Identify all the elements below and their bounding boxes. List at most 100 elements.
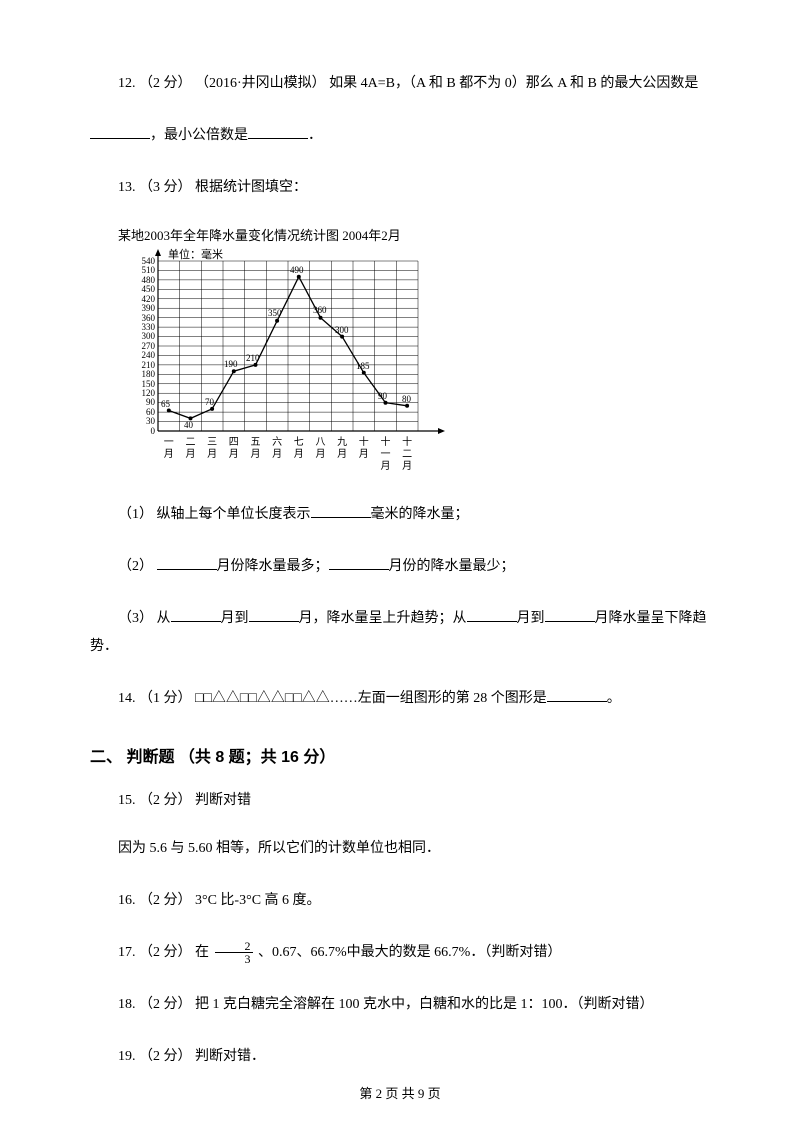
blank xyxy=(171,606,221,622)
svg-text:30: 30 xyxy=(146,416,156,426)
svg-text:十: 十 xyxy=(359,435,369,448)
svg-text:七: 七 xyxy=(294,436,304,448)
question-14: 14. （1 分） □□△△□□△△□□△△……左面一组图形的第 28 个图形是… xyxy=(90,685,710,713)
sub-text: 月份降水量最多； xyxy=(217,559,329,574)
question-18: 18. （2 分） 把 1 克白糖完全溶解在 100 克水中，白糖和水的比是 1… xyxy=(90,991,710,1019)
svg-text:月: 月 xyxy=(186,448,196,460)
blank xyxy=(545,606,595,622)
svg-text:三: 三 xyxy=(207,437,217,448)
svg-text:420: 420 xyxy=(142,294,156,304)
question-12: 12. （2 分） （2016·井冈山模拟） 如果 4A=B，（A 和 B 都不… xyxy=(90,70,710,98)
chart-grid: 0 30 60 90 120 150 180 210 240 270 300 3… xyxy=(142,249,446,472)
question-number: 13. xyxy=(118,180,136,195)
blank xyxy=(547,686,607,702)
question-19: 19. （2 分） 判断对错． xyxy=(90,1043,710,1071)
question-points: （1 分） xyxy=(139,691,192,706)
question-text: 。 xyxy=(607,691,621,706)
q13-sub3: （3） 从月到月，降水量呈上升趋势；从月到月降水量呈下降趋 xyxy=(90,605,710,633)
sub-text: 月降水量呈下降趋 xyxy=(595,611,707,626)
svg-text:90: 90 xyxy=(378,391,388,401)
svg-text:270: 270 xyxy=(142,341,156,351)
svg-text:360: 360 xyxy=(142,313,156,323)
svg-text:150: 150 xyxy=(142,379,156,389)
question-number: 12. xyxy=(118,76,136,91)
chart-title: 某地2003年全年降水量变化情况统计图 2004年2月 xyxy=(118,228,401,243)
svg-text:190: 190 xyxy=(224,359,238,369)
sub-label: （2） xyxy=(118,559,153,574)
question-number: 16. xyxy=(118,893,136,908)
svg-text:185: 185 xyxy=(356,361,370,371)
svg-text:480: 480 xyxy=(142,275,156,285)
svg-text:300: 300 xyxy=(142,331,156,341)
svg-text:210: 210 xyxy=(246,353,260,363)
svg-text:月: 月 xyxy=(316,448,326,460)
svg-text:300: 300 xyxy=(335,325,349,335)
svg-text:八: 八 xyxy=(316,437,326,448)
sub-text: 从 xyxy=(157,611,171,626)
svg-text:350: 350 xyxy=(268,308,282,318)
section-2-title: 二、 判断题 （共 8 题；共 16 分） xyxy=(90,743,710,767)
question-number: 14. xyxy=(118,691,136,706)
blank xyxy=(157,554,217,570)
svg-text:月: 月 xyxy=(359,448,369,460)
svg-text:月: 月 xyxy=(381,460,391,472)
question-points: （2 分） xyxy=(139,893,192,908)
svg-text:540: 540 xyxy=(142,256,156,266)
svg-text:60: 60 xyxy=(146,407,156,417)
chart-container: 某地2003年全年降水量变化情况统计图 2004年2月 单位：毫米 xyxy=(118,226,710,481)
svg-text:月: 月 xyxy=(229,448,239,460)
blank xyxy=(467,606,517,622)
svg-text:240: 240 xyxy=(142,350,156,360)
svg-text:0: 0 xyxy=(151,426,156,436)
svg-text:450: 450 xyxy=(142,284,156,294)
svg-text:月: 月 xyxy=(272,448,282,460)
question-points: （3 分） xyxy=(139,180,192,195)
chart-unit: 单位：毫米 xyxy=(168,247,223,261)
question-17: 17. （2 分） 在 23 、0.67、66.7%中最大的数是 66.7%．（… xyxy=(90,939,710,967)
q13-sub2: （2） 月份降水量最多；月份的降水量最少； xyxy=(90,553,710,581)
svg-text:120: 120 xyxy=(142,388,156,398)
question-text: 把 1 克白糖完全溶解在 100 克水中，白糖和水的比是 1：100．（判断对错… xyxy=(195,997,654,1012)
sub-text: 月到 xyxy=(517,611,545,626)
svg-text:十: 十 xyxy=(402,435,412,448)
blank xyxy=(90,123,150,139)
svg-text:一: 一 xyxy=(164,437,174,448)
svg-text:390: 390 xyxy=(142,303,156,313)
svg-text:九: 九 xyxy=(337,436,347,448)
svg-text:月: 月 xyxy=(207,448,217,460)
question-source: （2016·井冈山模拟） xyxy=(195,76,326,91)
question-points: （2 分） xyxy=(139,1049,192,1064)
svg-text:四: 四 xyxy=(229,437,239,448)
blank xyxy=(249,606,299,622)
svg-text:月: 月 xyxy=(402,460,412,472)
svg-text:月: 月 xyxy=(164,448,174,460)
svg-text:180: 180 xyxy=(142,369,156,379)
svg-text:330: 330 xyxy=(142,322,156,332)
sub-text: 月到 xyxy=(221,611,249,626)
question-text: □□△△□□△△□□△△……左面一组图形的第 28 个图形是 xyxy=(195,691,547,706)
question-text: 3°C 比-3°C 高 6 度。 xyxy=(195,893,321,908)
question-number: 15. xyxy=(118,793,136,808)
question-text: ，最小公倍数是 xyxy=(150,128,248,143)
page-footer: 第 2 页 共 9 页 xyxy=(0,1083,800,1102)
fraction: 23 xyxy=(215,940,253,965)
sub-label: （1） xyxy=(118,507,153,522)
sub-label: （3） xyxy=(118,611,153,626)
question-text: 在 xyxy=(195,945,213,960)
question-16: 16. （2 分） 3°C 比-3°C 高 6 度。 xyxy=(90,887,710,915)
svg-text:80: 80 xyxy=(402,394,412,404)
svg-text:五: 五 xyxy=(251,437,261,448)
svg-text:二: 二 xyxy=(186,437,196,448)
question-number: 17. xyxy=(118,945,136,960)
question-text: 根据统计图填空： xyxy=(195,180,307,195)
q13-sub3-cont: 势． xyxy=(90,633,710,661)
svg-text:月: 月 xyxy=(337,448,347,460)
question-text: 判断对错． xyxy=(195,1049,265,1064)
question-number: 19. xyxy=(118,1049,136,1064)
sub-text: 纵轴上每个单位长度表示 xyxy=(157,507,311,522)
svg-text:六: 六 xyxy=(272,436,282,448)
question-points: （2 分） xyxy=(139,945,192,960)
svg-text:90: 90 xyxy=(146,397,156,407)
svg-text:十: 十 xyxy=(381,435,391,448)
svg-text:70: 70 xyxy=(205,397,215,407)
